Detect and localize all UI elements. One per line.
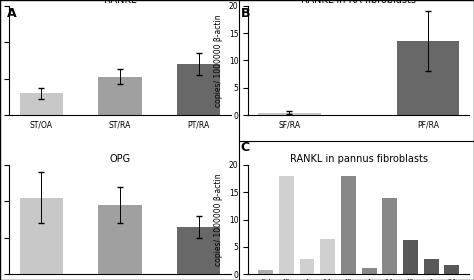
Bar <box>403 240 418 274</box>
Bar <box>19 93 63 115</box>
Bar <box>362 268 376 274</box>
Title: RANKL: RANKL <box>104 0 136 5</box>
Bar <box>341 176 356 274</box>
Bar <box>383 198 397 274</box>
Y-axis label: copies/ 1000000 β-actin: copies/ 1000000 β-actin <box>214 14 223 107</box>
Bar <box>177 227 220 274</box>
Bar <box>320 239 335 274</box>
Title: RANKL in pannus fibroblasts: RANKL in pannus fibroblasts <box>290 154 428 164</box>
Bar <box>424 259 438 274</box>
Y-axis label: copies/ 1000000 β-actin: copies/ 1000000 β-actin <box>214 173 223 266</box>
Text: A: A <box>7 7 17 20</box>
Bar <box>19 198 63 274</box>
Bar <box>258 113 320 115</box>
Bar <box>98 205 142 274</box>
Text: C: C <box>241 141 250 154</box>
Bar <box>444 265 459 274</box>
Bar <box>279 176 294 274</box>
Title: RANKL in RA fibroblasts: RANKL in RA fibroblasts <box>301 0 416 5</box>
Bar <box>258 270 273 274</box>
Bar <box>177 64 220 115</box>
Bar <box>300 259 314 274</box>
Title: OPG: OPG <box>109 154 130 164</box>
Text: B: B <box>241 7 250 20</box>
Bar <box>397 41 459 115</box>
Bar <box>98 76 142 115</box>
